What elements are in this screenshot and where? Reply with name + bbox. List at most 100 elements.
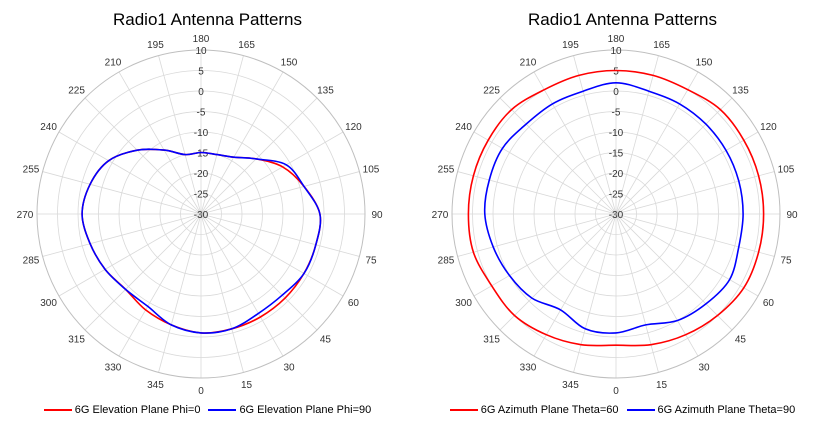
angle-tick-label: 225 xyxy=(483,86,500,97)
angle-tick-label: 75 xyxy=(365,256,377,267)
radial-gridline xyxy=(118,131,284,297)
angle-tick-label: 120 xyxy=(345,122,362,133)
radial-tick-label: 10 xyxy=(610,46,622,57)
angle-tick-label: 270 xyxy=(17,210,34,221)
angle-tick-label: 0 xyxy=(613,386,619,397)
legend-swatch-blue xyxy=(208,409,237,411)
radial-gridline xyxy=(533,131,699,297)
angle-tick-label: 180 xyxy=(608,34,625,45)
angle-tick-label: 90 xyxy=(371,210,383,221)
legend-item: 6G Elevation Plane Phi=0 xyxy=(43,404,201,416)
right-polar-chart: -30 -25 -20 -15 -10 -5 0 5 10 0 15 30 45 60 75 90 105 120… xyxy=(432,34,798,397)
radial-tick-label: 5 xyxy=(613,67,619,78)
angle-tick-label: 135 xyxy=(732,86,749,97)
radial-tick-label: -25 xyxy=(194,190,209,201)
radial-tick-label: -25 xyxy=(609,190,624,201)
radial-gridline xyxy=(159,172,243,256)
angle-tick-label: 240 xyxy=(40,122,57,133)
chart-title: Radio1 Antenna Patterns xyxy=(527,10,718,29)
radial-gridline xyxy=(595,193,637,235)
angle-tick-label: 120 xyxy=(760,122,777,133)
series-line-blue xyxy=(483,81,744,334)
angle-tick-label: 300 xyxy=(455,298,472,309)
radial-tick-label: 0 xyxy=(198,87,204,98)
polar-center xyxy=(614,212,618,216)
radial-tick-label: -30 xyxy=(609,210,624,221)
radial-tick-label: -5 xyxy=(612,108,621,119)
radial-tick-label: 5 xyxy=(198,67,204,78)
angle-tick-label: 45 xyxy=(320,334,332,345)
polar-grid xyxy=(36,49,366,379)
angle-tick-label: 330 xyxy=(105,362,122,373)
angle-tick-label: 105 xyxy=(363,164,380,175)
radial-gridline xyxy=(180,193,222,235)
angle-tick-label: 315 xyxy=(483,334,500,345)
legend-swatch-blue xyxy=(626,409,655,411)
radial-gridline xyxy=(492,90,740,338)
angle-tick-label: 165 xyxy=(238,40,255,51)
angle-tick-label: 30 xyxy=(283,362,295,373)
radial-gridline xyxy=(554,152,678,276)
legend-label: 6G Azimuth Plane Theta=90 xyxy=(657,404,796,416)
chart-title: Radio1 Antenna Patterns xyxy=(112,10,303,29)
series-line-red xyxy=(467,69,765,347)
radial-tick-label: 0 xyxy=(613,87,619,98)
left-polar-chart: -30 -25 -20 -15 -10 -5 0 5 10 0 15 30 45 60 75 90 105 120… xyxy=(17,34,383,397)
angle-tick-label: 180 xyxy=(193,34,210,45)
angle-tick-label: 255 xyxy=(23,164,40,175)
angle-tick-label: 225 xyxy=(68,86,85,97)
legend-swatch-red xyxy=(449,409,478,411)
angle-tick-label: 195 xyxy=(147,40,164,51)
angle-tick-label: 195 xyxy=(562,40,579,51)
legend-swatch-red xyxy=(43,409,72,411)
angle-tick-label: 210 xyxy=(105,58,122,69)
polar-grid xyxy=(451,49,781,379)
radial-tick-label: -10 xyxy=(609,128,624,139)
polar-center xyxy=(199,212,203,216)
series-line-blue xyxy=(81,148,322,334)
radial-tick-label: -20 xyxy=(194,169,209,180)
radial-tick-label: -10 xyxy=(194,128,209,139)
legend-label: 6G Elevation Plane Phi=0 xyxy=(74,404,201,416)
radial-gridline xyxy=(98,111,304,317)
angle-tick-label: 150 xyxy=(696,58,713,69)
angle-tick-label: 90 xyxy=(786,210,798,221)
radial-gridline xyxy=(574,172,658,256)
chart-legend: 6G Azimuth Plane Theta=60 6G Azimuth Pla… xyxy=(415,404,830,416)
angle-tick-label: 60 xyxy=(348,298,360,309)
angle-tick-label: 15 xyxy=(656,380,668,391)
angle-tick-label: 285 xyxy=(23,256,40,267)
angle-tick-label: 285 xyxy=(438,256,455,267)
angle-tick-label: 165 xyxy=(653,40,670,51)
angle-tick-label: 240 xyxy=(455,122,472,133)
legend-item: 6G Elevation Plane Phi=90 xyxy=(208,404,371,416)
legend-item: 6G Azimuth Plane Theta=90 xyxy=(626,404,796,416)
angle-tick-label: 105 xyxy=(778,164,795,175)
angle-tick-label: 30 xyxy=(698,362,710,373)
angle-tick-label: 270 xyxy=(432,210,449,221)
angle-tick-label: 150 xyxy=(281,58,298,69)
legend-label: 6G Elevation Plane Phi=90 xyxy=(239,404,372,416)
angle-tick-label: 315 xyxy=(68,334,85,345)
angle-tick-label: 300 xyxy=(40,298,57,309)
radial-tick-label: -20 xyxy=(609,169,624,180)
angle-tick-label: 0 xyxy=(198,386,204,397)
angle-tick-label: 210 xyxy=(520,58,537,69)
angle-tick-label: 15 xyxy=(241,380,253,391)
radial-tick-label: -15 xyxy=(609,149,624,160)
angle-tick-label: 330 xyxy=(520,362,537,373)
legend-label: 6G Azimuth Plane Theta=60 xyxy=(480,404,619,416)
legend-item: 6G Azimuth Plane Theta=60 xyxy=(449,404,619,416)
radial-gridline xyxy=(451,49,781,379)
radial-tick-label: -30 xyxy=(194,210,209,221)
chart-legend: 6G Elevation Plane Phi=0 6G Elevation Pl… xyxy=(0,404,415,416)
radial-gridline xyxy=(77,90,325,338)
angle-tick-label: 135 xyxy=(317,86,334,97)
right-chart-panel: Radio1 Antenna Patterns -30 -25 -20 -15 -10 -… xyxy=(415,0,830,443)
angle-tick-label: 60 xyxy=(763,298,775,309)
radial-tick-label: 10 xyxy=(195,46,207,57)
angle-tick-label: 255 xyxy=(438,164,455,175)
radial-tick-label: -5 xyxy=(197,108,206,119)
radial-gridline xyxy=(57,70,345,358)
angle-tick-label: 345 xyxy=(562,380,579,391)
